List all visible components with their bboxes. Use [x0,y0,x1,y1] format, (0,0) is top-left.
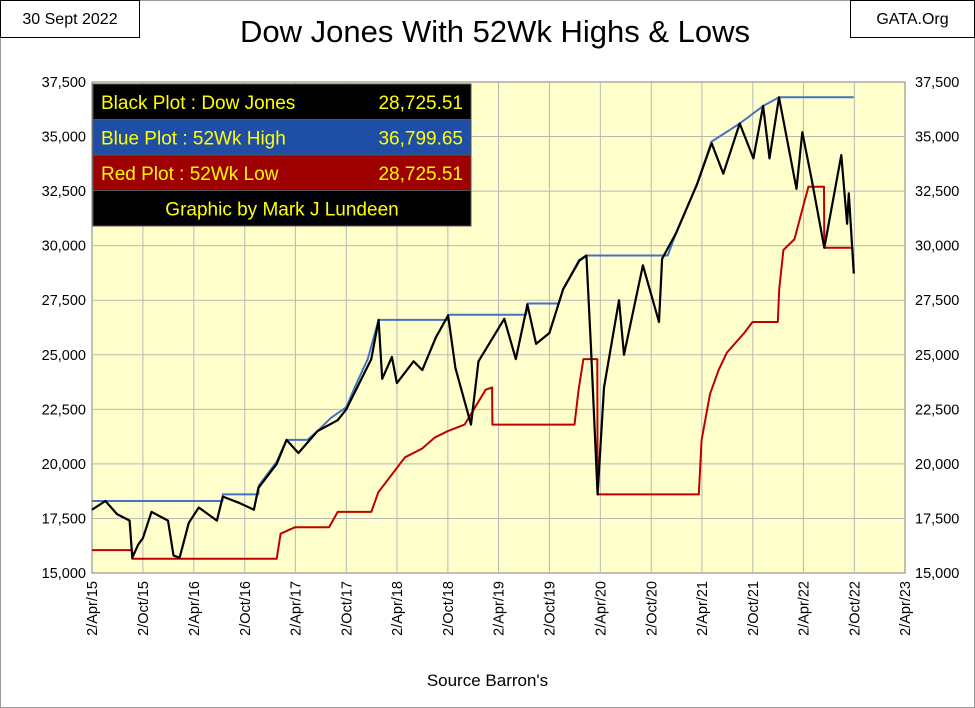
x-tick-label: 2/Apr/22 [796,581,812,636]
x-tick-label: 2/Apr/20 [593,581,609,636]
x-tick-label: 2/Oct/20 [644,581,660,636]
y-tick-label-right: 27,500 [915,293,959,309]
x-tick-label: 2/Oct/22 [847,581,863,636]
legend-credit: Graphic by Mark J Lundeen [165,200,398,221]
y-tick-label-left: 35,000 [42,130,86,146]
legend-row [92,154,472,191]
y-tick-label-left: 17,500 [42,511,86,527]
x-tick-label: 2/Oct/15 [136,581,152,636]
legend-label: Black Plot : Dow Jones [101,93,295,114]
y-tick-label-right: 15,000 [915,566,959,582]
x-tick-label: 2/Apr/16 [187,581,203,636]
series-lines [91,96,855,560]
y-tick-label-left: 20,000 [42,457,86,473]
legend-row [92,190,472,227]
legend-value: 28,725.51 [378,93,463,114]
legend-value: 28,725.51 [378,164,463,185]
legend-row [92,119,472,156]
y-tick-label-left: 27,500 [42,293,86,309]
y-tick-label-right: 17,500 [915,511,959,527]
y-tick-label-right: 25,000 [915,348,959,364]
legend-label: Blue Plot : 52Wk High [101,129,286,150]
dow-jones-line [91,96,855,559]
x-tick-label: 2/Apr/21 [695,581,711,636]
y-tick-label-left: 30,000 [42,239,86,255]
x-tick-label: 2/Oct/16 [238,581,254,636]
site-label: GATA.Org [850,0,975,38]
y-tick-label-right: 22,500 [915,402,959,418]
low-52wk-line [92,185,855,560]
legend-value: 36,799.65 [378,129,463,150]
chart-title: Dow Jones With 52Wk Highs & Lows [240,14,750,49]
y-tick-label-right: 35,000 [915,130,959,146]
legend: Black Plot : Dow Jones 28,725.51 Blue Plot… [92,83,472,227]
x-tick-label: 2/Apr/18 [390,581,406,636]
y-tick-label-right: 37,500 [915,75,959,91]
x-tick-label: 2/Apr/19 [492,581,508,636]
x-tick-label: 2/Apr/23 [898,581,914,636]
x-tick-label: 2/Oct/17 [339,581,355,636]
legend-row [92,83,472,120]
y-tick-label-right: 20,000 [915,457,959,473]
legend-label: Red Plot : 52Wk Low [101,164,279,185]
x-tick-label: 2/Oct/19 [542,581,558,636]
y-tick-label-left: 32,500 [42,184,86,200]
x-tick-label: 2/Oct/18 [441,581,457,636]
date-label: 30 Sept 2022 [0,0,140,38]
x-tick-label: 2/Oct/21 [746,581,762,636]
x-tick-label: 2/Apr/17 [288,581,304,636]
y-tick-label-left: 15,000 [42,566,86,582]
y-tick-label-left: 37,500 [42,75,86,91]
y-tick-label-left: 22,500 [42,402,86,418]
y-tick-label-left: 25,000 [42,348,86,364]
axes: 15,000 15,000 17,500 17,500 20,000 20,000 22,5… [42,75,960,636]
y-tick-label-right: 32,500 [915,184,959,200]
source-footer: Source Barron's [426,671,549,690]
x-tick-label: 2/Apr/15 [85,581,101,636]
y-tick-label-right: 30,000 [915,239,959,255]
